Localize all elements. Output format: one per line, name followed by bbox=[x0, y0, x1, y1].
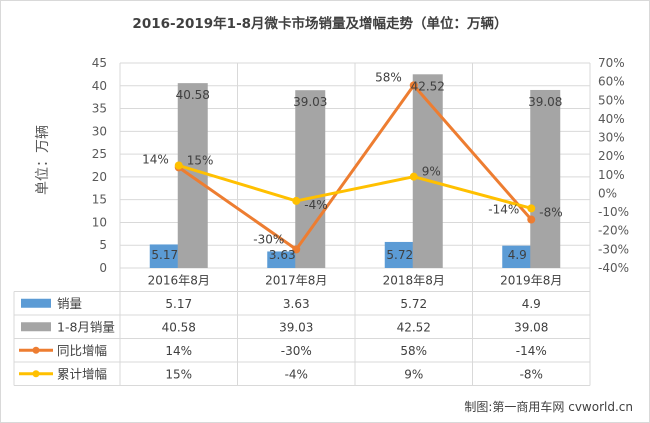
y2-tick-label: 0% bbox=[598, 186, 617, 200]
y-tick-label: 25 bbox=[92, 147, 107, 161]
y-tick-label: 20 bbox=[92, 170, 107, 184]
x-category-label: 2017年8月 bbox=[265, 273, 327, 287]
table-cell: 39.03 bbox=[279, 320, 313, 334]
legend-name: 同比增幅 bbox=[57, 343, 107, 358]
y-tick-label: 0 bbox=[99, 261, 107, 275]
y2-tick-label: -10% bbox=[598, 205, 629, 219]
line-data-label: 15% bbox=[187, 154, 214, 168]
y2-tick-label: 70% bbox=[598, 56, 625, 70]
line-data-label: -4% bbox=[304, 198, 327, 212]
y2-tick-label: -30% bbox=[598, 242, 629, 256]
table-cell: 39.08 bbox=[514, 320, 548, 334]
source-footer: 制图:第一商用车网 cvworld.cn bbox=[464, 399, 633, 414]
table-cell: 42.52 bbox=[397, 320, 431, 334]
series-line bbox=[177, 83, 533, 251]
line-point bbox=[292, 196, 301, 205]
table-cell: 9% bbox=[404, 367, 423, 381]
y-axis-title: 单位：万辆 bbox=[35, 125, 51, 195]
y2-tick-label: 60% bbox=[598, 75, 625, 89]
label-layer: 5.17 3.63 5.72 4.9 40.58 39.03 42.52 39.08 14% -3… bbox=[142, 70, 563, 262]
bar-data-label: 3.63 bbox=[269, 248, 296, 262]
y-tick-label: 45 bbox=[92, 56, 107, 70]
y-tick-label: 30 bbox=[92, 124, 107, 138]
y2-tick-label: 50% bbox=[598, 93, 625, 107]
legend-name: 销量 bbox=[57, 296, 82, 311]
bar-data-label: 42.52 bbox=[411, 79, 445, 93]
table-cell: 3.63 bbox=[283, 297, 310, 311]
bar-data-label: 5.17 bbox=[151, 248, 178, 262]
series-line bbox=[178, 164, 532, 210]
table-cell: 5.17 bbox=[165, 297, 192, 311]
line-point bbox=[292, 245, 301, 254]
table-cell: 5.72 bbox=[400, 297, 427, 311]
bar-data-label: 4.9 bbox=[508, 248, 527, 262]
line-data-label: 14% bbox=[142, 152, 169, 166]
table-cell: -14% bbox=[516, 344, 547, 358]
y-tick-label: 10 bbox=[92, 215, 107, 229]
bar bbox=[149, 244, 180, 268]
bar-data-label: 39.08 bbox=[528, 95, 562, 109]
table-cell: -4% bbox=[285, 367, 308, 381]
line-point bbox=[409, 81, 418, 90]
legend-swatch bbox=[32, 370, 40, 378]
x-category-label: 2019年8月 bbox=[500, 273, 562, 287]
line-point bbox=[527, 204, 536, 213]
y2-tick-label: -40% bbox=[598, 261, 629, 275]
bar bbox=[267, 251, 298, 268]
bar-data-label: 40.58 bbox=[176, 88, 210, 102]
y-tick-label: 15 bbox=[92, 193, 107, 207]
y2-tick-label: 20% bbox=[598, 149, 625, 163]
line-data-label: 58% bbox=[375, 70, 402, 84]
line-layer bbox=[174, 81, 536, 254]
bar bbox=[384, 241, 415, 268]
bar bbox=[295, 90, 326, 269]
line-point bbox=[409, 172, 418, 181]
line-data-label: -14% bbox=[488, 203, 519, 217]
line-data-label: -8% bbox=[539, 205, 562, 219]
chart-title: 2016-2019年1-8月微卡市场销量及增幅走势（单位：万辆） bbox=[132, 15, 507, 32]
table-cell: 58% bbox=[400, 344, 427, 358]
y2-tick-label: -20% bbox=[598, 224, 629, 238]
table-cell: 40.58 bbox=[162, 320, 196, 334]
bar-data-label: 39.03 bbox=[293, 95, 327, 109]
y2-tick-label: 30% bbox=[598, 131, 625, 145]
legend-name: 1-8月销量 bbox=[57, 319, 115, 334]
x-category-label: 2018年8月 bbox=[383, 273, 445, 287]
y2-tick-label: 10% bbox=[598, 168, 625, 182]
table-cell: 14% bbox=[165, 344, 192, 358]
line-point bbox=[527, 215, 536, 224]
line-data-label: -30% bbox=[253, 232, 284, 246]
bar bbox=[412, 74, 443, 268]
bar bbox=[502, 245, 533, 268]
x-category-label: 2016年8月 bbox=[148, 273, 210, 287]
table-cell: -30% bbox=[281, 344, 312, 358]
y-tick-label: 35 bbox=[92, 102, 107, 116]
legend-swatch bbox=[21, 298, 51, 308]
table-cell: 15% bbox=[165, 367, 192, 381]
table-cell: 4.9 bbox=[522, 297, 541, 311]
line-data-label: 9% bbox=[422, 165, 441, 179]
y2-tick-label: 40% bbox=[598, 112, 625, 126]
y-tick-label: 5 bbox=[99, 238, 107, 252]
legend-name: 累计增幅 bbox=[57, 366, 107, 381]
line-point bbox=[174, 161, 183, 170]
y-tick-label: 40 bbox=[92, 79, 107, 93]
bar-layer bbox=[149, 74, 561, 269]
legend-swatch bbox=[21, 322, 51, 332]
bar-data-label: 5.72 bbox=[386, 248, 413, 262]
legend-swatch bbox=[32, 346, 40, 354]
table-cell: -8% bbox=[520, 367, 543, 381]
bar bbox=[530, 89, 561, 268]
